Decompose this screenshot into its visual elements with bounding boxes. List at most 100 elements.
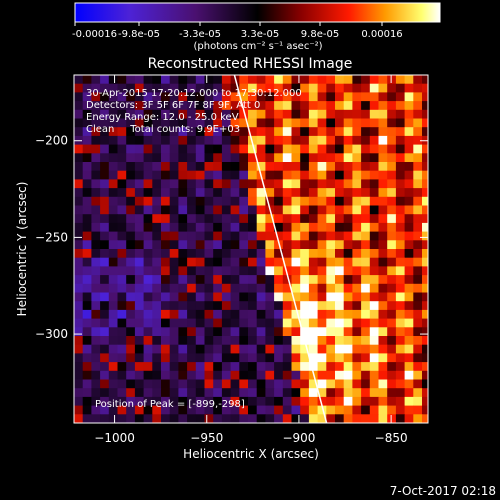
- heatmap-pixel: [248, 336, 258, 346]
- heatmap-pixel: [143, 405, 153, 415]
- heatmap-pixel: [317, 179, 327, 189]
- heatmap-pixel: [308, 240, 318, 250]
- heatmap-pixel: [91, 92, 101, 102]
- heatmap-pixel: [413, 162, 423, 172]
- heatmap-pixel: [134, 144, 144, 154]
- heatmap-pixel: [248, 388, 258, 398]
- heatmap-pixel: [108, 222, 118, 232]
- heatmap-pixel: [308, 327, 318, 337]
- heatmap-pixel: [195, 127, 205, 137]
- heatmap-pixel: [300, 283, 310, 293]
- heatmap-pixel: [256, 231, 266, 241]
- heatmap-pixel: [404, 362, 414, 372]
- heatmap-pixel: [413, 275, 423, 285]
- heatmap-pixel: [213, 292, 223, 302]
- heatmap-pixel: [352, 266, 362, 276]
- heatmap-pixel: [230, 257, 240, 267]
- heatmap-pixel: [404, 240, 414, 250]
- heatmap-pixel: [404, 214, 414, 224]
- heatmap-pixel: [300, 162, 310, 172]
- heatmap-pixel: [204, 257, 214, 267]
- heatmap-pixel: [143, 214, 153, 224]
- heatmap-pixel: [82, 83, 92, 93]
- heatmap-pixel: [230, 196, 240, 206]
- heatmap-pixel: [352, 231, 362, 241]
- heatmap-pixel: [422, 144, 428, 154]
- heatmap-pixel: [239, 240, 249, 250]
- heatmap-pixel: [256, 240, 266, 250]
- heatmap-pixel: [335, 153, 345, 163]
- heatmap-pixel: [117, 188, 127, 198]
- heatmap-pixel: [282, 179, 292, 189]
- heatmap-pixel: [126, 353, 136, 363]
- heatmap-pixel: [369, 379, 379, 389]
- heatmap-pixel: [117, 109, 127, 119]
- heatmap-pixel: [335, 362, 345, 372]
- heatmap-pixel: [248, 135, 258, 145]
- heatmap-pixel: [291, 144, 301, 154]
- heatmap-pixel: [91, 135, 101, 145]
- heatmap-pixel: [230, 249, 240, 259]
- heatmap-pixel: [74, 240, 84, 250]
- heatmap-pixel: [126, 292, 136, 302]
- heatmap-pixel: [74, 83, 84, 93]
- heatmap-pixel: [378, 222, 388, 232]
- heatmap-pixel: [335, 231, 345, 241]
- heatmap-pixel: [317, 92, 327, 102]
- heatmap-pixel: [161, 170, 171, 180]
- heatmap-pixel: [378, 101, 388, 111]
- heatmap-pixel: [274, 118, 284, 128]
- heatmap-pixel: [422, 414, 428, 423]
- heatmap-pixel: [195, 362, 205, 372]
- heatmap-pixel: [143, 240, 153, 250]
- heatmap-pixel: [387, 214, 397, 224]
- heatmap-pixel: [317, 336, 327, 346]
- heatmap-pixel: [239, 301, 249, 311]
- heatmap-pixel: [361, 135, 371, 145]
- heatmap-pixel: [126, 109, 136, 119]
- heatmap-pixel: [91, 75, 101, 85]
- heatmap-pixel: [221, 370, 231, 380]
- heatmap-pixel: [378, 75, 388, 85]
- heatmap-pixel: [178, 318, 188, 328]
- heatmap-pixel: [91, 240, 101, 250]
- heatmap-pixel: [126, 336, 136, 346]
- heatmap-pixel: [291, 249, 301, 259]
- heatmap-pixel: [82, 196, 92, 206]
- heatmap-pixel: [395, 231, 405, 241]
- heatmap-pixel: [195, 240, 205, 250]
- heatmap-pixel: [265, 170, 275, 180]
- heatmap-pixel: [169, 318, 179, 328]
- heatmap-pixel: [387, 179, 397, 189]
- heatmap-pixel: [387, 405, 397, 415]
- heatmap-pixel: [378, 83, 388, 93]
- heatmap-pixel: [117, 162, 127, 172]
- heatmap-pixel: [213, 101, 223, 111]
- heatmap-pixel: [256, 388, 266, 398]
- heatmap-pixel: [230, 214, 240, 224]
- heatmap-pixel: [369, 205, 379, 215]
- heatmap-pixel: [187, 196, 197, 206]
- heatmap-pixel: [422, 205, 428, 215]
- heatmap-pixel: [282, 388, 292, 398]
- heatmap-pixel: [108, 414, 118, 423]
- heatmap-pixel: [404, 205, 414, 215]
- heatmap-pixel: [404, 388, 414, 398]
- heatmap-pixel: [387, 353, 397, 363]
- heatmap-pixel: [108, 388, 118, 398]
- heatmap-pixel: [152, 127, 162, 137]
- heatmap-pixel: [117, 283, 127, 293]
- heatmap-pixel: [387, 327, 397, 337]
- heatmap-pixel: [378, 370, 388, 380]
- heatmap-pixel: [326, 379, 336, 389]
- heatmap-pixel: [204, 370, 214, 380]
- heatmap-pixel: [195, 257, 205, 267]
- heatmap-pixel: [74, 118, 84, 128]
- heatmap-pixel: [265, 301, 275, 311]
- heatmap-pixel: [126, 266, 136, 276]
- heatmap-pixel: [221, 101, 231, 111]
- heatmap-pixel: [152, 266, 162, 276]
- heatmap-pixel: [143, 127, 153, 137]
- heatmap-pixel: [413, 179, 423, 189]
- heatmap-pixel: [221, 405, 231, 415]
